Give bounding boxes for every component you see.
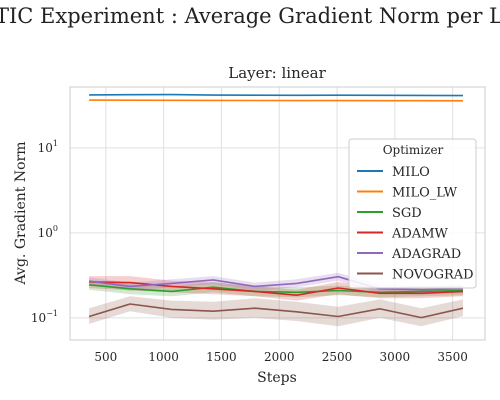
- y-tick-label: 10−1: [31, 309, 58, 325]
- y-axis-label: Avg. Gradient Norm: [13, 141, 29, 285]
- y-tick-label: 101: [38, 139, 58, 155]
- legend-label-novograd: NOVOGRAD: [392, 268, 474, 283]
- series-line-adagrad: [88, 275, 464, 291]
- x-tick-label: 500: [94, 350, 117, 364]
- series-lines: [88, 93, 464, 319]
- error-band-adagrad: [89, 272, 463, 295]
- x-tick-label: 2500: [322, 350, 353, 364]
- plot-frame: [69, 86, 486, 341]
- chart-title: Layer: linear: [228, 64, 326, 82]
- legend-label-adamw: ADAMW: [391, 227, 449, 242]
- series-line-milo-lw: [89, 99, 464, 102]
- x-tick-label: 3000: [380, 350, 411, 364]
- series-line-novograd: [88, 303, 464, 319]
- legend-label-milo: MILO: [392, 165, 430, 180]
- x-tick-label: 1500: [206, 350, 237, 364]
- error-band-novograd: [89, 296, 463, 327]
- legend-title: Optimizer: [383, 143, 444, 157]
- y-ticks: 10−1 100 101: [31, 139, 58, 325]
- x-tick-label: 3500: [437, 350, 468, 364]
- x-tick-label: 2000: [264, 350, 295, 364]
- error-band-sgd: [89, 279, 463, 298]
- y-tick-label: 100: [38, 224, 58, 240]
- legend-box: [348, 138, 477, 289]
- figure-title: TIC Experiment : Average Gradient Norm p…: [0, 4, 500, 28]
- legend-label-adagrad: ADAGRAD: [391, 247, 461, 262]
- series-line-milo: [89, 93, 464, 97]
- x-ticks: 500 1000 1500 2000 2500 3000 3500: [94, 350, 468, 364]
- legend-label-sgd: SGD: [392, 206, 422, 221]
- legend: Optimizer MILO MILO_LW SGD ADAMW ADAGRAD NOVO…: [348, 138, 477, 289]
- x-tick-label: 1000: [148, 350, 179, 364]
- x-axis-label: Steps: [257, 370, 297, 386]
- series-line-sgd: [89, 284, 464, 294]
- legend-items: MILO MILO_LW SGD ADAMW ADAGRAD NOVOGRAD: [357, 165, 474, 283]
- legend-label-milo-lw: MILO_LW: [392, 186, 458, 201]
